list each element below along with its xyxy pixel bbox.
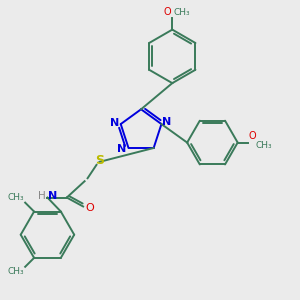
Text: O: O bbox=[249, 131, 256, 141]
Text: N: N bbox=[117, 145, 127, 154]
Text: CH₃: CH₃ bbox=[7, 193, 24, 202]
Text: O: O bbox=[85, 203, 94, 213]
Text: N: N bbox=[48, 191, 58, 201]
Text: CH₃: CH₃ bbox=[7, 267, 24, 276]
Text: S: S bbox=[95, 154, 104, 167]
Text: CH₃: CH₃ bbox=[256, 141, 272, 150]
Text: CH₃: CH₃ bbox=[173, 8, 190, 17]
Text: H: H bbox=[38, 191, 46, 201]
Text: N: N bbox=[110, 118, 119, 128]
Text: O: O bbox=[163, 7, 171, 17]
Text: N: N bbox=[162, 117, 171, 127]
